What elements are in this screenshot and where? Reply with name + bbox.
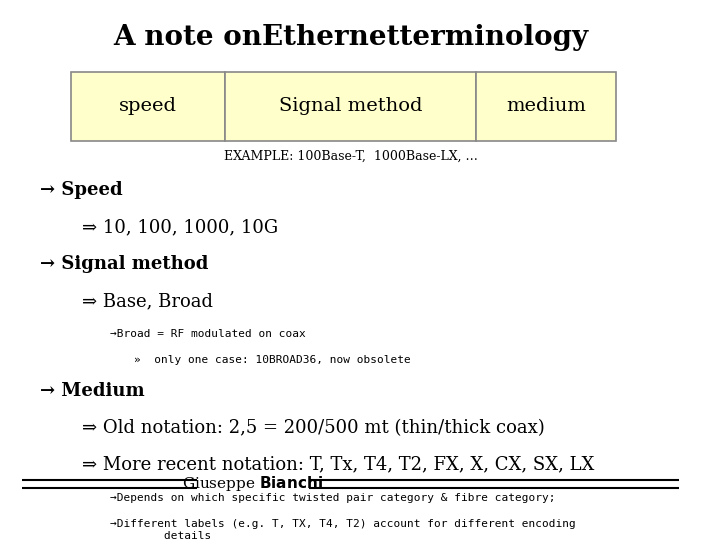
Text: →Depends on which specific twisted pair category & fibre category;: →Depends on which specific twisted pair … [109,492,555,503]
FancyBboxPatch shape [225,72,477,140]
Text: → Signal method: → Signal method [40,255,208,273]
Text: ⇒ 10, 100, 1000, 10G: ⇒ 10, 100, 1000, 10G [82,218,278,236]
Text: ⇒ Base, Broad: ⇒ Base, Broad [82,292,212,310]
Text: EXAMPLE: 100Base-T,  1000Base-LX, …: EXAMPLE: 100Base-T, 1000Base-LX, … [224,150,477,163]
Text: »  only one case: 10BROAD36, now obsolete: » only one case: 10BROAD36, now obsolete [134,355,411,366]
Text: medium: medium [506,98,586,116]
Text: A note on​Ethernetterminology: A note on​Ethernetterminology [113,24,588,51]
Text: speed: speed [119,98,177,116]
Text: ⇒ More recent notation: T, Tx, T4, T2, FX, X, CX, SX, LX: ⇒ More recent notation: T, Tx, T4, T2, F… [82,456,594,474]
Text: Signal method: Signal method [279,98,423,116]
FancyBboxPatch shape [477,72,616,140]
Text: Giuseppe $\bf{Bianchi}$: Giuseppe $\bf{Bianchi}$ [182,474,323,493]
Text: → Speed: → Speed [40,181,122,199]
Text: ⇒ Old notation: 2,5 = 200/500 mt (thin/thick coax): ⇒ Old notation: 2,5 = 200/500 mt (thin/t… [82,418,544,437]
Text: → Medium: → Medium [40,382,145,400]
Text: →Broad = RF modulated on coax: →Broad = RF modulated on coax [109,329,305,339]
FancyBboxPatch shape [71,72,225,140]
Text: →Different labels (e.g. T, TX, T4, T2) account for different encoding
        de: →Different labels (e.g. T, TX, T4, T2) a… [109,519,575,540]
